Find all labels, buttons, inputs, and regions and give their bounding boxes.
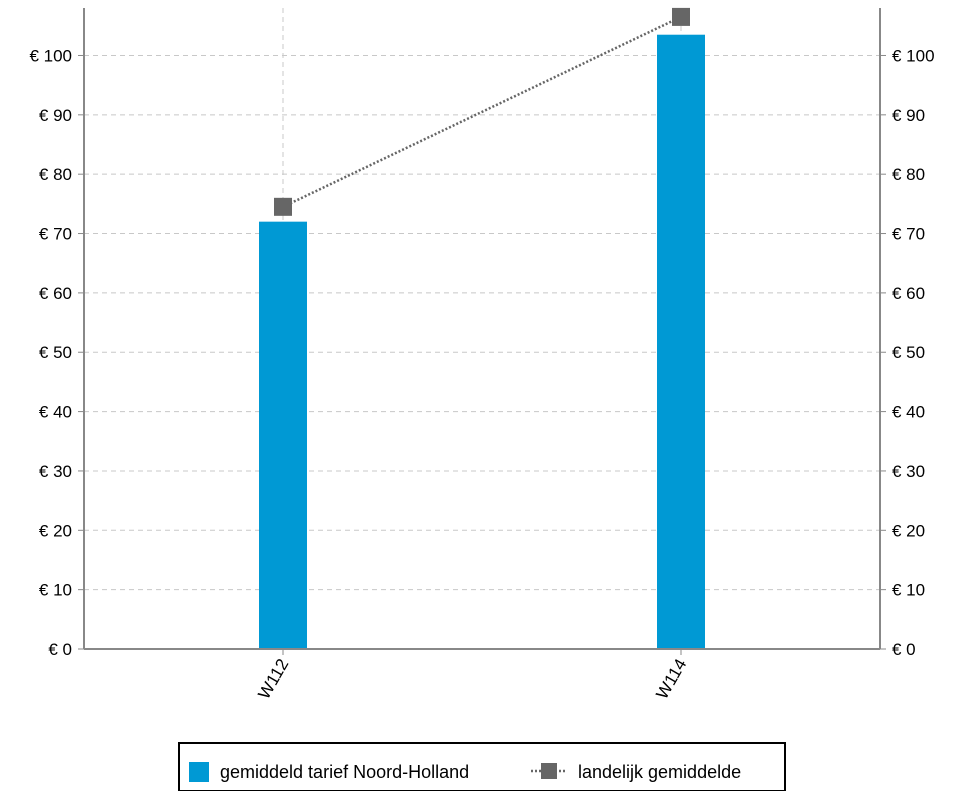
legend-label-bar-series: gemiddeld tarief Noord-Holland xyxy=(220,762,469,782)
y-tick-label-right: € 100 xyxy=(892,46,935,65)
y-tick-label-right: € 0 xyxy=(892,640,916,659)
line-series xyxy=(274,7,690,216)
y-tick-label-left: € 80 xyxy=(39,165,72,184)
bar-W114 xyxy=(657,34,705,650)
bar-series xyxy=(259,34,705,650)
legend-label-line-series: landelijk gemiddelde xyxy=(578,762,741,782)
legend-line-marker xyxy=(541,763,557,779)
y-tick-label-left: € 50 xyxy=(39,343,72,362)
line-marker-W114 xyxy=(672,7,690,26)
y-tick-label-left: € 20 xyxy=(39,521,72,540)
y-tick-label-right: € 70 xyxy=(892,225,925,244)
y-tick-label-right: € 50 xyxy=(892,343,925,362)
y-tick-label-left: € 10 xyxy=(39,581,72,600)
y-tick-label-right: € 10 xyxy=(892,581,925,600)
x-tick-label: W112 xyxy=(254,656,292,703)
y-tick-label-left: € 60 xyxy=(39,284,72,303)
bar-W112 xyxy=(259,221,307,649)
y-tick-label-left: € 100 xyxy=(29,46,72,65)
y-tick-label-left: € 40 xyxy=(39,403,72,422)
line-marker-W112 xyxy=(274,197,292,216)
y-tick-label-right: € 20 xyxy=(892,521,925,540)
y-tick-label-right: € 80 xyxy=(892,165,925,184)
y-tick-label-right: € 60 xyxy=(892,284,925,303)
y-tick-label-right: € 30 xyxy=(892,462,925,481)
y-tick-label-left: € 90 xyxy=(39,106,72,125)
y-tick-label-right: € 90 xyxy=(892,106,925,125)
legend-box xyxy=(178,742,786,791)
legend-bar-swatch xyxy=(189,762,209,782)
axes xyxy=(78,8,886,655)
legend: gemiddeld tarief Noord-Holland landelijk… xyxy=(178,742,786,791)
x-tick-label: W114 xyxy=(652,656,690,703)
line-series-path xyxy=(282,15,682,208)
y-tick-label-left: € 0 xyxy=(48,640,72,659)
y-tick-label-left: € 70 xyxy=(39,225,72,244)
plot-area xyxy=(84,8,880,649)
gridlines xyxy=(84,8,880,649)
y-tick-label-left: € 30 xyxy=(39,462,72,481)
y-tick-label-right: € 40 xyxy=(892,403,925,422)
